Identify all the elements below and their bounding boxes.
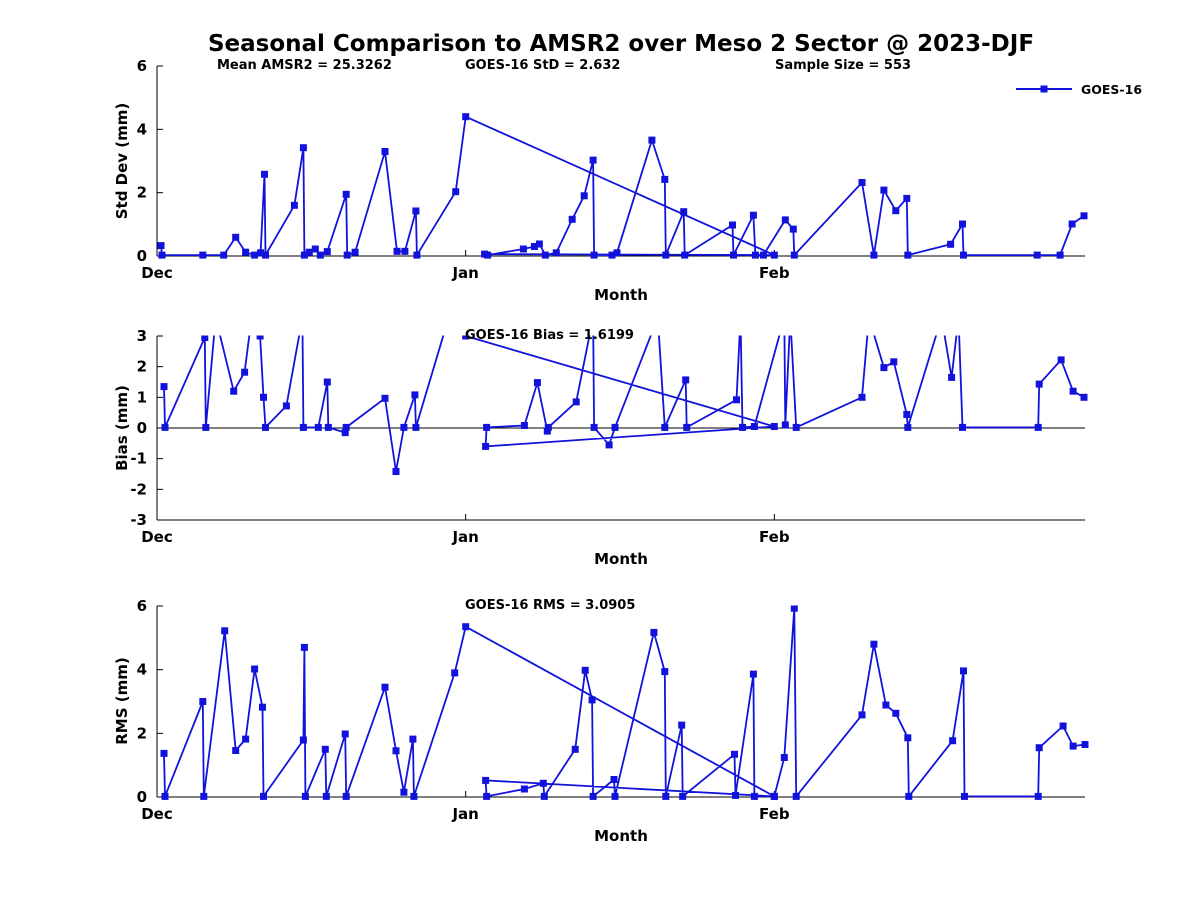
legend-square-marker-icon (1040, 85, 1048, 93)
legend-label: GOES-16 (1081, 81, 1143, 97)
svg-text:2: 2 (137, 358, 147, 376)
xlabel-month-bias: Month (594, 550, 648, 568)
svg-text:1: 1 (137, 388, 147, 406)
annotation-goes16-rms: GOES-16 RMS = 3.0905 (465, 598, 636, 613)
svg-text:0: 0 (137, 788, 147, 806)
legend-line-sample (1016, 85, 1072, 93)
svg-text:-2: -2 (130, 480, 147, 498)
svg-text:Jan: Jan (451, 528, 478, 546)
svg-text:4: 4 (137, 661, 147, 679)
svg-text:2: 2 (137, 724, 147, 742)
svg-text:3: 3 (137, 327, 147, 345)
svg-text:Jan: Jan (451, 805, 478, 823)
figure-title: Seasonal Comparison to AMSR2 over Meso 2… (207, 31, 1035, 57)
svg-text:Feb: Feb (759, 264, 790, 282)
svg-text:2: 2 (137, 184, 147, 202)
svg-text:4: 4 (137, 120, 147, 138)
svg-text:Feb: Feb (759, 528, 790, 546)
legend: GOES-16 (1016, 81, 1143, 97)
annotation-mean-amsr2: Mean AMSR2 = 25.3262 (217, 58, 392, 73)
annotation-goes16-std: GOES-16 StD = 2.632 (465, 58, 621, 73)
svg-text:6: 6 (137, 597, 147, 615)
svg-text:Dec: Dec (141, 805, 173, 823)
svg-text:6: 6 (137, 57, 147, 75)
svg-text:-3: -3 (130, 511, 147, 529)
ylabel-bias: Bias (mm) (113, 385, 131, 471)
annotation-goes16-bias: GOES-16 Bias = 1.6199 (465, 328, 634, 343)
svg-text:0: 0 (137, 247, 147, 265)
xlabel-month-stddev: Month (594, 286, 648, 304)
svg-text:Feb: Feb (759, 805, 790, 823)
ylabel-rms: RMS (mm) (113, 657, 131, 745)
xlabel-month-rms: Month (594, 827, 648, 845)
annotation-sample-size: Sample Size = 553 (775, 58, 912, 73)
svg-text:-1: -1 (130, 450, 147, 468)
svg-text:0: 0 (137, 419, 147, 437)
svg-text:Jan: Jan (451, 264, 478, 282)
svg-text:Dec: Dec (141, 528, 173, 546)
ylabel-std-dev: Std Dev (mm) (113, 102, 131, 220)
svg-text:Dec: Dec (141, 264, 173, 282)
